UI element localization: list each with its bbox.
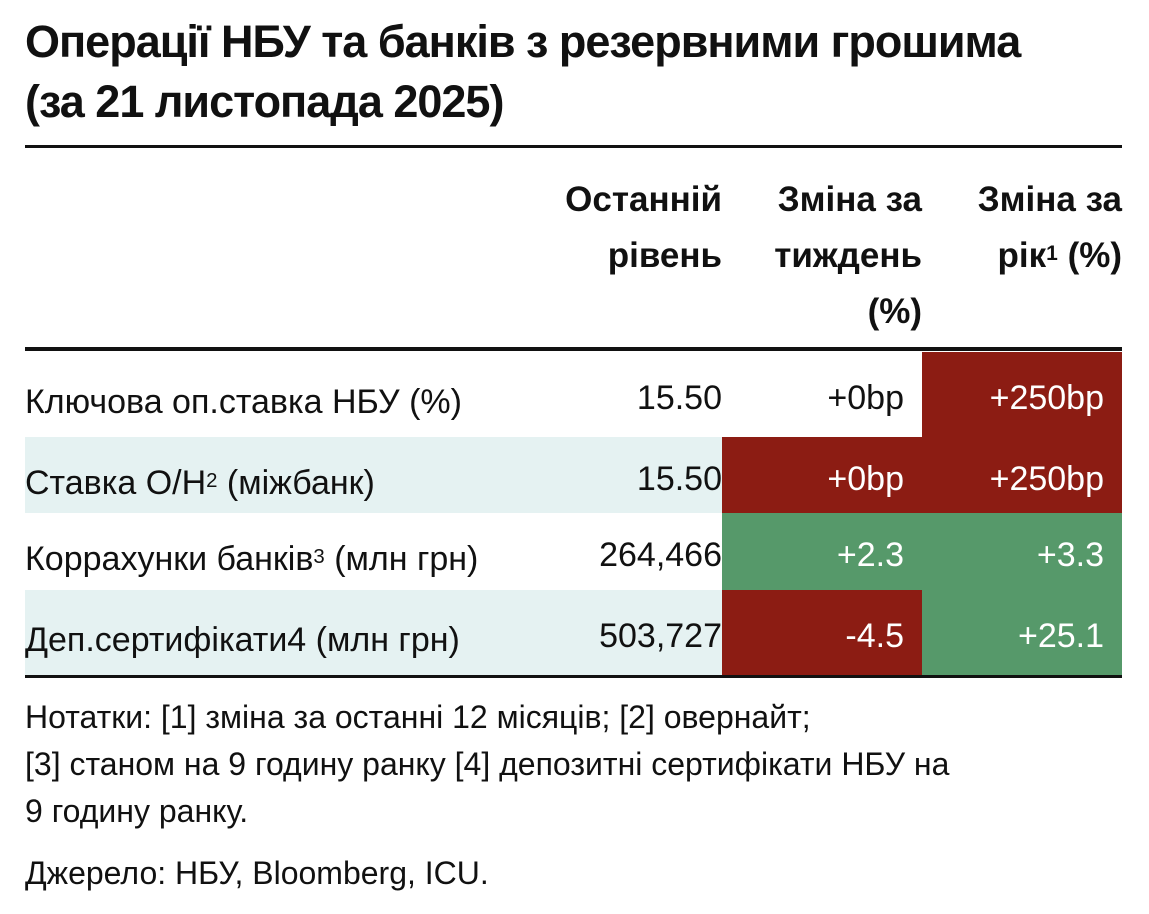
cell-text: +0bp [827, 379, 904, 417]
row-label: Ключова оп.ставка НБУ (%) [25, 360, 462, 445]
cell-text: 503,727 [599, 617, 722, 655]
text: Зміна за рік [977, 180, 1122, 275]
rule [25, 675, 1122, 678]
row-shade [25, 437, 722, 513]
source: Джерело: НБУ, Bloomberg, ICU. [25, 855, 489, 891]
column-header: Зміна за тиждень (%) [742, 172, 922, 340]
cell: 503,727 [540, 590, 722, 675]
cell-text: +250bp [989, 379, 1104, 417]
rule [25, 145, 1122, 148]
text: (міжбанк) [217, 463, 375, 502]
row-shade [25, 590, 722, 675]
column-header: Останній рівень [542, 172, 722, 284]
text: Коррахунки банків [25, 540, 314, 578]
text: Ключова оп.ставка НБУ (%) [25, 383, 462, 421]
cell-text: 264,466 [599, 536, 722, 574]
cell: +250bp [922, 437, 1122, 513]
cell-text: +250bp [989, 459, 1104, 498]
note: [3] станом на 9 годину ранку [4] депозит… [25, 746, 950, 782]
text: Останній рівень [565, 180, 722, 275]
cell: +0bp [722, 352, 922, 437]
cell-text: -4.5 [845, 617, 904, 655]
cell: 264,466 [540, 513, 722, 590]
cell: -4.5 [722, 590, 922, 675]
cell: 15.50 [540, 352, 722, 437]
cell: 15.50 [540, 437, 722, 513]
note: 9 годину ранку. [25, 793, 249, 829]
title: Операції НБУ та банків з резервними грош… [25, 16, 1021, 127]
cell-text: +3.3 [1036, 536, 1104, 574]
text: Зміна за тиждень (%) [774, 180, 922, 331]
text: Ставка О/Н [25, 463, 207, 502]
cell-text: +2.3 [836, 536, 904, 574]
column-header: Зміна за рік1 (%) [942, 172, 1122, 284]
cell-text: 15.50 [636, 379, 722, 417]
row-label: Ставка О/Н 2 (міжбанк) [25, 445, 375, 521]
cell: +2.3 [722, 513, 922, 590]
row-label: Коррахунки банків 3 (млн грн) [25, 521, 478, 598]
text: (%) [1057, 236, 1122, 275]
superscript: 1 [1046, 242, 1058, 265]
cell-text: +25.1 [1017, 617, 1104, 655]
cell: +250bp [922, 352, 1122, 437]
row-label: Деп.сертифікати4 (млн грн) [25, 598, 460, 683]
note: Нотатки: [1] зміна за останні 12 місяців… [25, 699, 811, 735]
cell: +0bp [722, 437, 922, 513]
text: (млн грн) [324, 540, 479, 578]
cell-text: 15.50 [636, 459, 722, 498]
cell: +3.3 [922, 513, 1122, 590]
rule [25, 347, 1122, 351]
text: Деп.сертифікати4 (млн грн) [25, 621, 460, 659]
cell: +25.1 [922, 590, 1122, 675]
cell-text: +0bp [827, 459, 904, 498]
superscript: 2 [206, 469, 218, 492]
superscript: 3 [313, 546, 325, 568]
